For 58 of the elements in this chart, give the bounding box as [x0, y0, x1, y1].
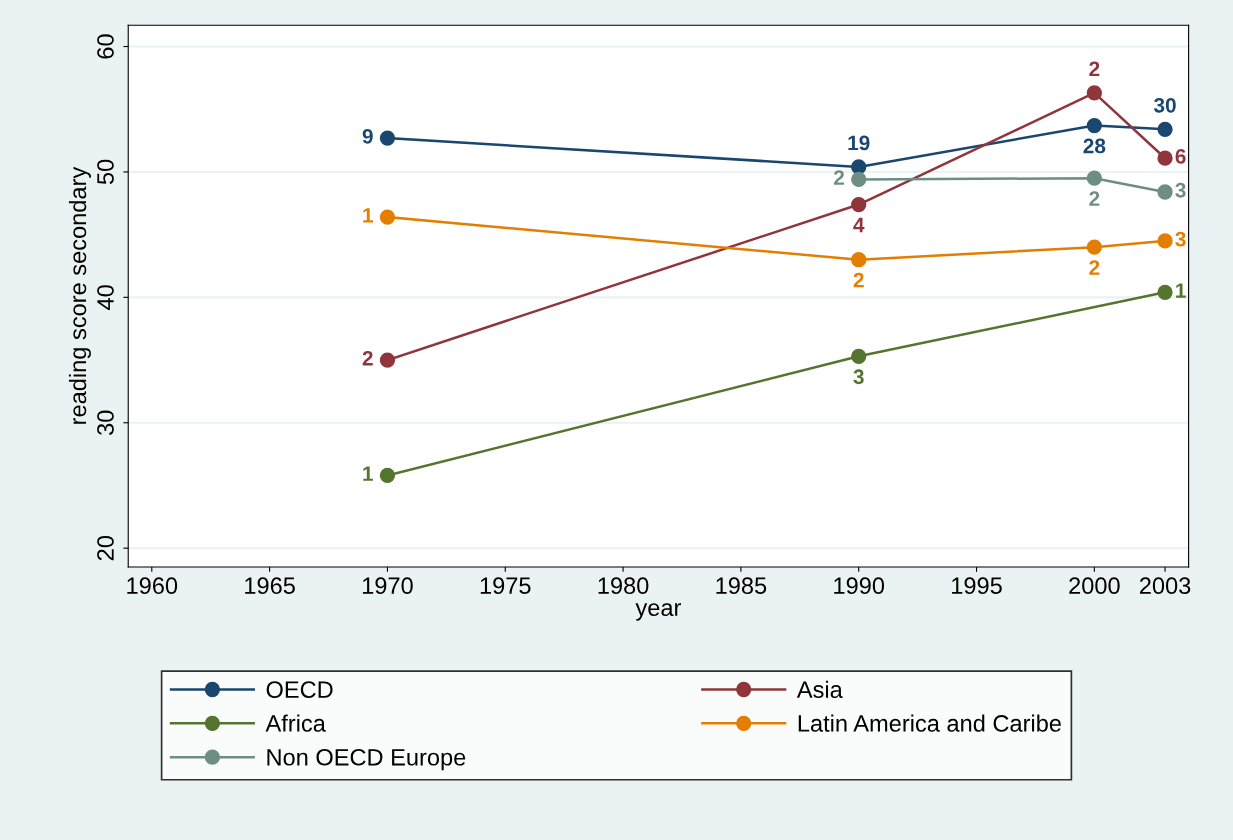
- y-tick-label: 60: [97, 34, 114, 59]
- point: [379, 352, 396, 368]
- x-tick-label: 2003: [1139, 577, 1191, 595]
- y-tick-label: 40: [97, 285, 114, 310]
- annotation: 3: [853, 369, 864, 385]
- legend-label: Africa: [265, 714, 326, 732]
- x-tick-label: 1970: [362, 577, 413, 595]
- annotation: 3: [1175, 231, 1186, 247]
- point: [851, 159, 867, 175]
- point: [1157, 233, 1173, 249]
- x-tick-label: 1965: [245, 577, 295, 595]
- y-tick-label: 30: [97, 410, 114, 435]
- y-tick-label: 20: [97, 535, 114, 561]
- legend-label: OECD: [266, 681, 333, 698]
- x-axis-title: year: [635, 603, 681, 621]
- point: [851, 348, 867, 364]
- point: [379, 209, 396, 225]
- annotation: 1: [363, 208, 373, 223]
- point: [379, 467, 396, 484]
- x-tick-label: 1990: [834, 577, 885, 595]
- annotation: 30: [1153, 97, 1176, 113]
- legend-label: Non OECD Europe: [267, 748, 466, 771]
- annotation: 2: [833, 170, 844, 185]
- point: [851, 252, 867, 268]
- annotation: 6: [1175, 148, 1186, 164]
- x-tick-label: 1975: [480, 577, 531, 595]
- point: [1157, 284, 1173, 300]
- x-tick-label: 1980: [598, 577, 649, 595]
- x-tick-label: 1960: [127, 577, 178, 595]
- annotation: 28: [1083, 138, 1106, 154]
- x-tick-label: 1995: [952, 577, 1002, 595]
- point: [1157, 150, 1173, 166]
- annotation: 4: [853, 217, 865, 233]
- point: [1157, 121, 1173, 137]
- point: [1086, 85, 1102, 101]
- legend-label: Asia: [796, 680, 843, 698]
- point: [851, 171, 867, 188]
- annotation: 1: [363, 466, 373, 481]
- annotation: 2: [1089, 260, 1100, 275]
- x-tick-label: 2000: [1069, 577, 1120, 595]
- point: [379, 130, 396, 146]
- point: [1086, 239, 1102, 255]
- annotation: 3: [1175, 182, 1186, 198]
- point: [1086, 170, 1102, 186]
- annotation: 19: [848, 135, 870, 151]
- y-axis-title: reading score secondary: [68, 166, 91, 424]
- annotation: 9: [362, 128, 373, 144]
- point: [851, 196, 867, 213]
- annotation: 1: [1176, 283, 1186, 298]
- legend-label: Latin America and Caribe: [798, 714, 1061, 732]
- point: [1086, 117, 1102, 134]
- annotation: 2: [362, 350, 373, 366]
- x-tick-label: 1985: [716, 577, 767, 595]
- y-tick-label: 50: [97, 159, 114, 185]
- annotation: 2: [1089, 61, 1100, 77]
- point: [1157, 184, 1173, 200]
- annotation: 2: [1089, 191, 1100, 206]
- annotation: 2: [853, 272, 864, 288]
